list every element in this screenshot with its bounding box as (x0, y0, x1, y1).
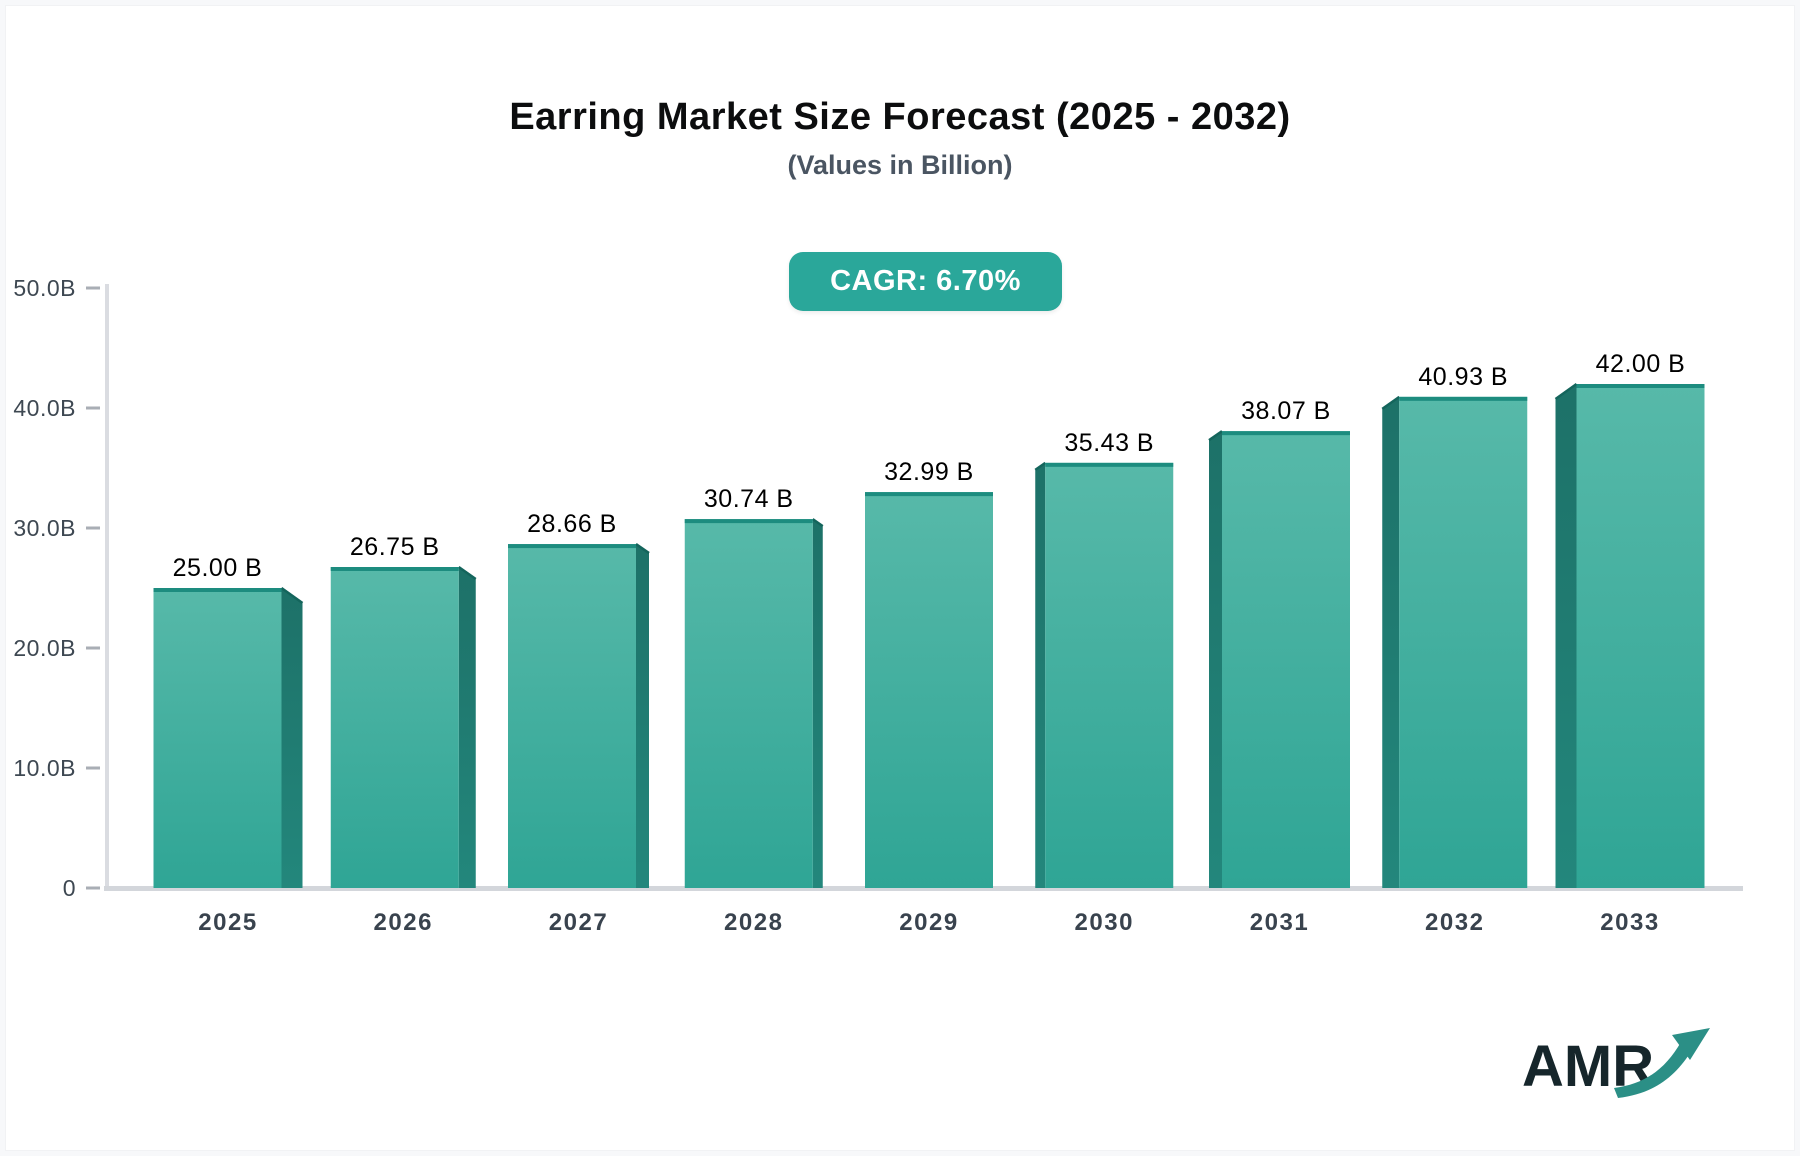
x-axis-label: 2031 (1250, 909, 1309, 936)
bar-side-edge (1554, 382, 1578, 401)
y-axis-tick (86, 286, 100, 290)
x-axis-label: 2033 (1600, 909, 1659, 936)
bar-2029[interactable] (865, 492, 993, 888)
bar-top-cap (684, 519, 813, 524)
bar-side-face (636, 544, 649, 888)
x-axis-baseline (104, 886, 1743, 891)
bar-value-label: 42.00 B (1596, 350, 1686, 378)
bar-side-face (281, 588, 303, 888)
bar-value-label: 30.74 B (704, 485, 794, 513)
bar-value-label: 32.99 B (884, 458, 974, 486)
bar-side-face (812, 519, 823, 888)
x-axis-label: 2029 (899, 909, 958, 936)
bar-front-face (865, 492, 993, 888)
y-axis-line (105, 284, 109, 891)
bar-front-face (684, 519, 813, 888)
x-axis-label: 2028 (724, 909, 783, 936)
bar-side-edge (1381, 395, 1400, 410)
x-axis-label: 2026 (374, 909, 433, 936)
bar-chart: 0 10.0B 20.0B 30.0B 40.0B 50.0B 25.00 B 2025 26.… (13, 275, 1743, 936)
bar-2031[interactable] (1208, 430, 1350, 888)
bar-front-face (1222, 431, 1350, 888)
bar-front-face (1045, 462, 1174, 888)
bar-side-face (1555, 384, 1577, 888)
bar-2025[interactable] (153, 586, 304, 888)
bar-value-label: 25.00 B (173, 554, 263, 582)
y-axis-tick (86, 526, 100, 530)
x-axis-label: 2032 (1425, 909, 1484, 936)
bar-2032[interactable] (1381, 395, 1528, 888)
bar-side-face (1209, 431, 1222, 888)
bar-side-edge (280, 586, 304, 605)
y-axis-label: 0 (63, 875, 76, 901)
bar-side-edge (458, 565, 477, 581)
cagr-badge: CAGR: 6.70% (789, 252, 1062, 311)
bar-value-label: 28.66 B (527, 510, 617, 538)
x-axis-label: 2030 (1075, 909, 1134, 936)
bar-top-cap (1045, 462, 1174, 467)
bar-front-face (508, 544, 636, 888)
bar-top-cap (508, 544, 636, 549)
upward-trend-arrow-icon (1614, 1028, 1710, 1098)
bar-2033[interactable] (1554, 382, 1705, 888)
y-axis-tick (86, 646, 100, 650)
bar-top-cap (865, 492, 993, 497)
bar-side-edge (1208, 430, 1223, 442)
y-axis-tick (86, 886, 100, 890)
bar-front-face (1576, 384, 1705, 888)
y-axis-label: 10.0B (13, 755, 76, 781)
bar-side-edge (635, 543, 650, 555)
bar-side-edge (1034, 461, 1046, 471)
amr-logo: AMR (1522, 1028, 1710, 1099)
bar-2027[interactable] (508, 543, 650, 888)
y-axis-label: 50.0B (13, 275, 76, 301)
bar-top-cap (153, 588, 282, 592)
bar-side-edge (812, 518, 824, 528)
bar-side-face (458, 567, 476, 888)
bar-value-label: 40.93 B (1418, 363, 1508, 391)
y-axis-label: 40.0B (13, 395, 76, 421)
bar-front-face (1399, 396, 1528, 888)
bar-top-cap (1222, 431, 1350, 436)
bar-side-face (1035, 462, 1046, 888)
x-axis-label: 2027 (549, 909, 608, 936)
bar-value-label: 38.07 B (1241, 397, 1331, 425)
bar-2028[interactable] (684, 518, 824, 888)
bar-top-cap (330, 567, 459, 571)
y-axis-tick (86, 406, 100, 410)
bar-2026[interactable] (330, 565, 477, 888)
chart-subtitle: (Values in Billion) (787, 150, 1013, 180)
bar-top-cap (1399, 396, 1528, 401)
bar-2030[interactable] (1034, 461, 1174, 888)
y-axis-tick (86, 766, 100, 770)
y-axis-label: 30.0B (13, 515, 76, 541)
y-axis-label: 20.0B (13, 635, 76, 661)
bar-value-label: 26.75 B (350, 533, 440, 561)
bar-front-face (330, 567, 459, 888)
x-axis-label: 2025 (198, 909, 257, 936)
bar-side-face (1382, 396, 1400, 888)
bar-front-face (153, 588, 282, 888)
chart-title: Earring Market Size Forecast (2025 - 203… (509, 96, 1291, 138)
bar-value-label: 35.43 B (1064, 429, 1154, 457)
cagr-badge-label: CAGR: 6.70% (830, 265, 1021, 297)
bar-top-cap (1576, 384, 1705, 388)
